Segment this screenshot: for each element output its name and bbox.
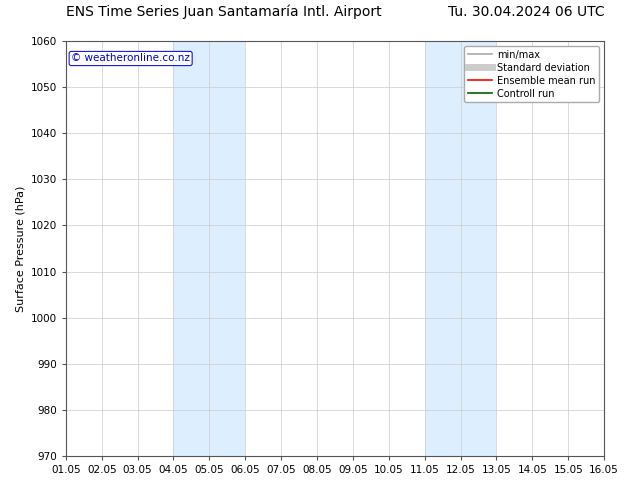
- Legend: min/max, Standard deviation, Ensemble mean run, Controll run: min/max, Standard deviation, Ensemble me…: [464, 46, 599, 102]
- Y-axis label: Surface Pressure (hPa): Surface Pressure (hPa): [15, 185, 25, 312]
- Text: Tu. 30.04.2024 06 UTC: Tu. 30.04.2024 06 UTC: [448, 5, 604, 19]
- Text: © weatheronline.co.nz: © weatheronline.co.nz: [71, 53, 190, 64]
- Bar: [174, 41, 245, 456]
- Text: ENS Time Series Juan Santamaría Intl. Airport: ENS Time Series Juan Santamaría Intl. Ai…: [66, 5, 382, 20]
- Bar: [425, 41, 496, 456]
